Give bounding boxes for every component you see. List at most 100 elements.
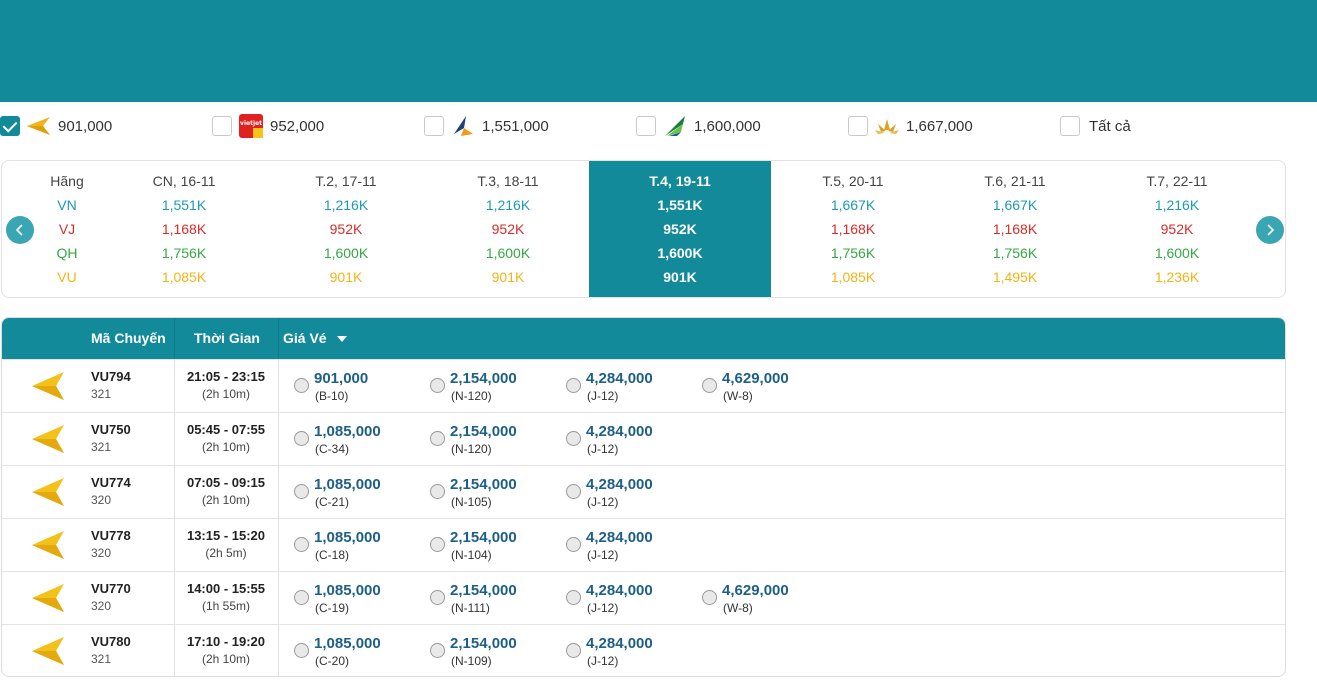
airline-filter-bamboo[interactable]: 1,600,000 <box>636 114 761 138</box>
checkbox[interactable] <box>636 116 656 136</box>
prev-dates-button[interactable] <box>6 216 34 244</box>
date-column[interactable]: T.7, 22-11 1,216K 952K 1,600K 1,236K <box>1086 161 1268 297</box>
price-cell[interactable]: 901K <box>329 269 363 285</box>
fare-radio[interactable] <box>294 431 309 446</box>
airline-filter-vietjet[interactable]: vietjet 952,000 <box>212 114 324 138</box>
fare-radio[interactable] <box>702 378 717 393</box>
fare-class: (C-18) <box>315 548 350 562</box>
fare-radio[interactable] <box>566 431 581 446</box>
checkbox[interactable] <box>848 116 868 136</box>
airline-filter-vietravel[interactable]: 901,000 <box>0 114 112 138</box>
fare-radio[interactable] <box>566 484 581 499</box>
fare-class: (J-12) <box>587 442 619 456</box>
date-column[interactable]: T.5, 20-11 1,667K 1,168K 1,756K 1,085K <box>762 161 944 297</box>
price-cell[interactable]: 1,236K <box>1154 269 1200 285</box>
price-cell[interactable]: 1,756K <box>161 245 207 261</box>
header-fare-sort[interactable]: Giá Vé <box>283 330 347 346</box>
airline-filter-vietnam-airlines[interactable]: 1,667,000 <box>848 114 973 138</box>
airline-filter-all[interactable]: Tất cả <box>1060 114 1131 138</box>
date-column[interactable]: T.2, 17-11 1,216K 952K 1,600K 901K <box>255 161 437 297</box>
price-cell[interactable]: 1,168K <box>992 221 1038 237</box>
price-cell[interactable]: 952K <box>329 221 363 237</box>
checkbox[interactable] <box>1060 116 1080 136</box>
next-dates-button[interactable] <box>1256 216 1284 244</box>
svg-text:vietjet: vietjet <box>240 120 262 127</box>
table-row: VU774 320 07:05 - 09:15 (2h 10m) 1,085,000 (C… <box>2 465 1285 519</box>
price-cell[interactable]: 1,551K <box>657 197 703 213</box>
fare-radio[interactable] <box>294 643 309 658</box>
fare-price: 2,154,000 <box>450 582 517 599</box>
price-cell[interactable]: 1,756K <box>830 245 876 261</box>
price-cell[interactable]: 952K <box>1160 221 1194 237</box>
fare-radio[interactable] <box>294 590 309 605</box>
airline-filter-price: 1,551,000 <box>482 117 549 135</box>
aircraft-type: 321 <box>91 652 112 666</box>
checkbox[interactable] <box>0 116 20 136</box>
column-divider <box>174 360 175 413</box>
fare-class: (W-8) <box>723 601 753 615</box>
price-cell[interactable]: 1,085K <box>830 269 876 285</box>
checkbox[interactable] <box>424 116 444 136</box>
price-cell[interactable]: 1,168K <box>830 221 876 237</box>
flight-code: VU774 <box>91 475 131 490</box>
fare-class: (W-8) <box>723 389 753 403</box>
price-cell[interactable]: 1,600K <box>657 245 703 261</box>
price-cell[interactable]: 1,085K <box>161 269 207 285</box>
fare-radio[interactable] <box>566 590 581 605</box>
date-column-selected[interactable]: T.4, 19-11 1,551K 952K 1,600K 901K <box>589 161 771 297</box>
price-cell[interactable]: 1,600K <box>323 245 369 261</box>
fare-radio[interactable] <box>566 643 581 658</box>
flight-time: 17:10 - 19:20 <box>186 634 266 649</box>
date-column[interactable]: T.6, 21-11 1,667K 1,168K 1,756K 1,495K <box>924 161 1106 297</box>
price-cell[interactable]: 1,667K <box>830 197 876 213</box>
price-cell[interactable]: 1,551K <box>161 197 207 213</box>
table-row: VU750 321 05:45 - 07:55 (2h 10m) 1,085,000 (C… <box>2 412 1285 466</box>
fare-radio[interactable] <box>430 590 445 605</box>
date-label: CN, 16-11 <box>152 173 216 189</box>
date-column[interactable]: CN, 16-11 1,551K 1,168K 1,756K 1,085K <box>93 161 275 297</box>
fare-class: (N-104) <box>451 548 492 562</box>
fare-radio[interactable] <box>294 484 309 499</box>
fare-price: 1,085,000 <box>314 423 381 440</box>
fare-price: 4,284,000 <box>586 635 653 652</box>
fare-radio[interactable] <box>294 378 309 393</box>
fare-radio[interactable] <box>294 537 309 552</box>
airline-filter-price: 952,000 <box>270 117 325 135</box>
flight-code: VU778 <box>91 528 131 543</box>
fare-radio[interactable] <box>430 431 445 446</box>
flight-time: 05:45 - 07:55 <box>186 422 266 437</box>
fare-radio[interactable] <box>430 378 445 393</box>
table-row: VU780 321 17:10 - 19:20 (2h 10m) 1,085,000 (C… <box>2 624 1285 676</box>
price-cell[interactable]: 952K <box>663 221 697 237</box>
fare-radio[interactable] <box>430 643 445 658</box>
fare-class: (N-120) <box>451 389 492 403</box>
fare-class: (J-12) <box>587 495 619 509</box>
price-cell[interactable]: 1,600K <box>1154 245 1200 261</box>
flight-results-table: Mã Chuyến Thời Gian Giá Vé VU794 321 21:05… <box>1 317 1286 677</box>
price-cell[interactable]: 1,216K <box>485 197 531 213</box>
fare-radio[interactable] <box>702 590 717 605</box>
vietnam-airlines-lotus-icon <box>874 113 900 139</box>
price-cell[interactable]: 1,495K <box>992 269 1038 285</box>
airline-code: VN <box>57 197 77 213</box>
price-cell[interactable]: 1,216K <box>323 197 369 213</box>
price-cell[interactable]: 952K <box>491 221 525 237</box>
fare-radio[interactable] <box>566 378 581 393</box>
caret-down-icon <box>336 336 347 343</box>
date-column[interactable]: T.3, 18-11 1,216K 952K 1,600K 901K <box>417 161 599 297</box>
airline-filter-pacific[interactable]: 1,551,000 <box>424 114 549 138</box>
price-cell[interactable]: 901K <box>491 269 525 285</box>
price-cell[interactable]: 1,168K <box>161 221 207 237</box>
fare-radio[interactable] <box>566 537 581 552</box>
fare-radio[interactable] <box>430 537 445 552</box>
checkbox[interactable] <box>212 116 232 136</box>
fare-radio[interactable] <box>430 484 445 499</box>
price-cell[interactable]: 1,667K <box>992 197 1038 213</box>
fare-price: 1,085,000 <box>314 529 381 546</box>
price-cell[interactable]: 901K <box>663 269 697 285</box>
header-time[interactable]: Thời Gian <box>194 330 260 346</box>
header-flight-code[interactable]: Mã Chuyến <box>91 330 166 346</box>
price-cell[interactable]: 1,600K <box>485 245 531 261</box>
price-cell[interactable]: 1,756K <box>992 245 1038 261</box>
price-cell[interactable]: 1,216K <box>1154 197 1200 213</box>
